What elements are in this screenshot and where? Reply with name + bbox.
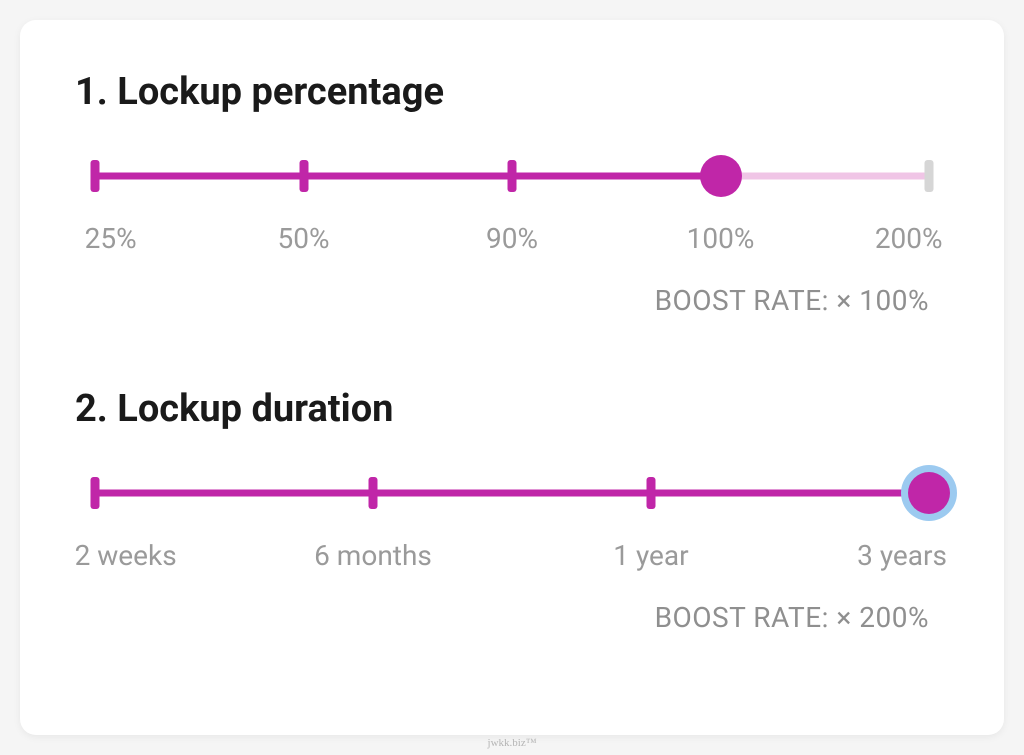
slider-track: [95, 152, 929, 200]
slider-tick-label: 3 years: [857, 539, 947, 572]
slider-labels-row: 2 weeks6 months1 year3 years: [95, 539, 929, 573]
slider-labels-row: 25%50%90%100%200%: [95, 222, 929, 256]
lockup-percentage-title: 1. Lockup percentage: [75, 70, 949, 114]
slider-tick-label: 2 weeks: [75, 539, 177, 572]
slider-thumb[interactable]: [908, 472, 950, 514]
slider-tick: [368, 477, 377, 509]
lockup-percentage-section: 1. Lockup percentage 25% 50% 90% 100% 200% B…: [75, 70, 949, 317]
slider-track-fill: [95, 490, 929, 497]
slider-track-fill: [95, 173, 721, 180]
slider-tick-label: 25%: [85, 222, 137, 255]
lockup-percentage-slider[interactable]: 25% 50% 90% 100% 200%: [75, 152, 949, 256]
slider-tick-label: 6 months: [314, 539, 432, 572]
slider-tick-label: 200%: [875, 222, 943, 255]
slider-tick-label: 1 year: [613, 539, 688, 572]
lockup-duration-section: 2. Lockup duration 2 weeks 6 months 1 year…: [75, 387, 949, 634]
slider-tick: [91, 160, 100, 192]
slider-tick: [646, 477, 655, 509]
settings-card: 1. Lockup percentage 25% 50% 90% 100% 200% B…: [20, 20, 1004, 735]
watermark: jwkk.biz™: [488, 737, 537, 749]
slider-track: [95, 469, 929, 517]
lockup-duration-title: 2. Lockup duration: [75, 387, 949, 431]
slider-tick: [508, 160, 517, 192]
lockup-percentage-boost-rate: BOOST RATE: × 100%: [75, 284, 949, 317]
slider-thumb[interactable]: [700, 155, 742, 197]
slider-tick: [925, 160, 934, 192]
slider-tick: [299, 160, 308, 192]
slider-tick: [91, 477, 100, 509]
slider-tick-label: 100%: [687, 222, 755, 255]
slider-tick-label: 90%: [486, 222, 538, 255]
slider-tick-label: 50%: [278, 222, 330, 255]
lockup-duration-boost-rate: BOOST RATE: × 200%: [75, 601, 949, 634]
lockup-duration-slider[interactable]: 2 weeks 6 months 1 year 3 years: [75, 469, 949, 573]
